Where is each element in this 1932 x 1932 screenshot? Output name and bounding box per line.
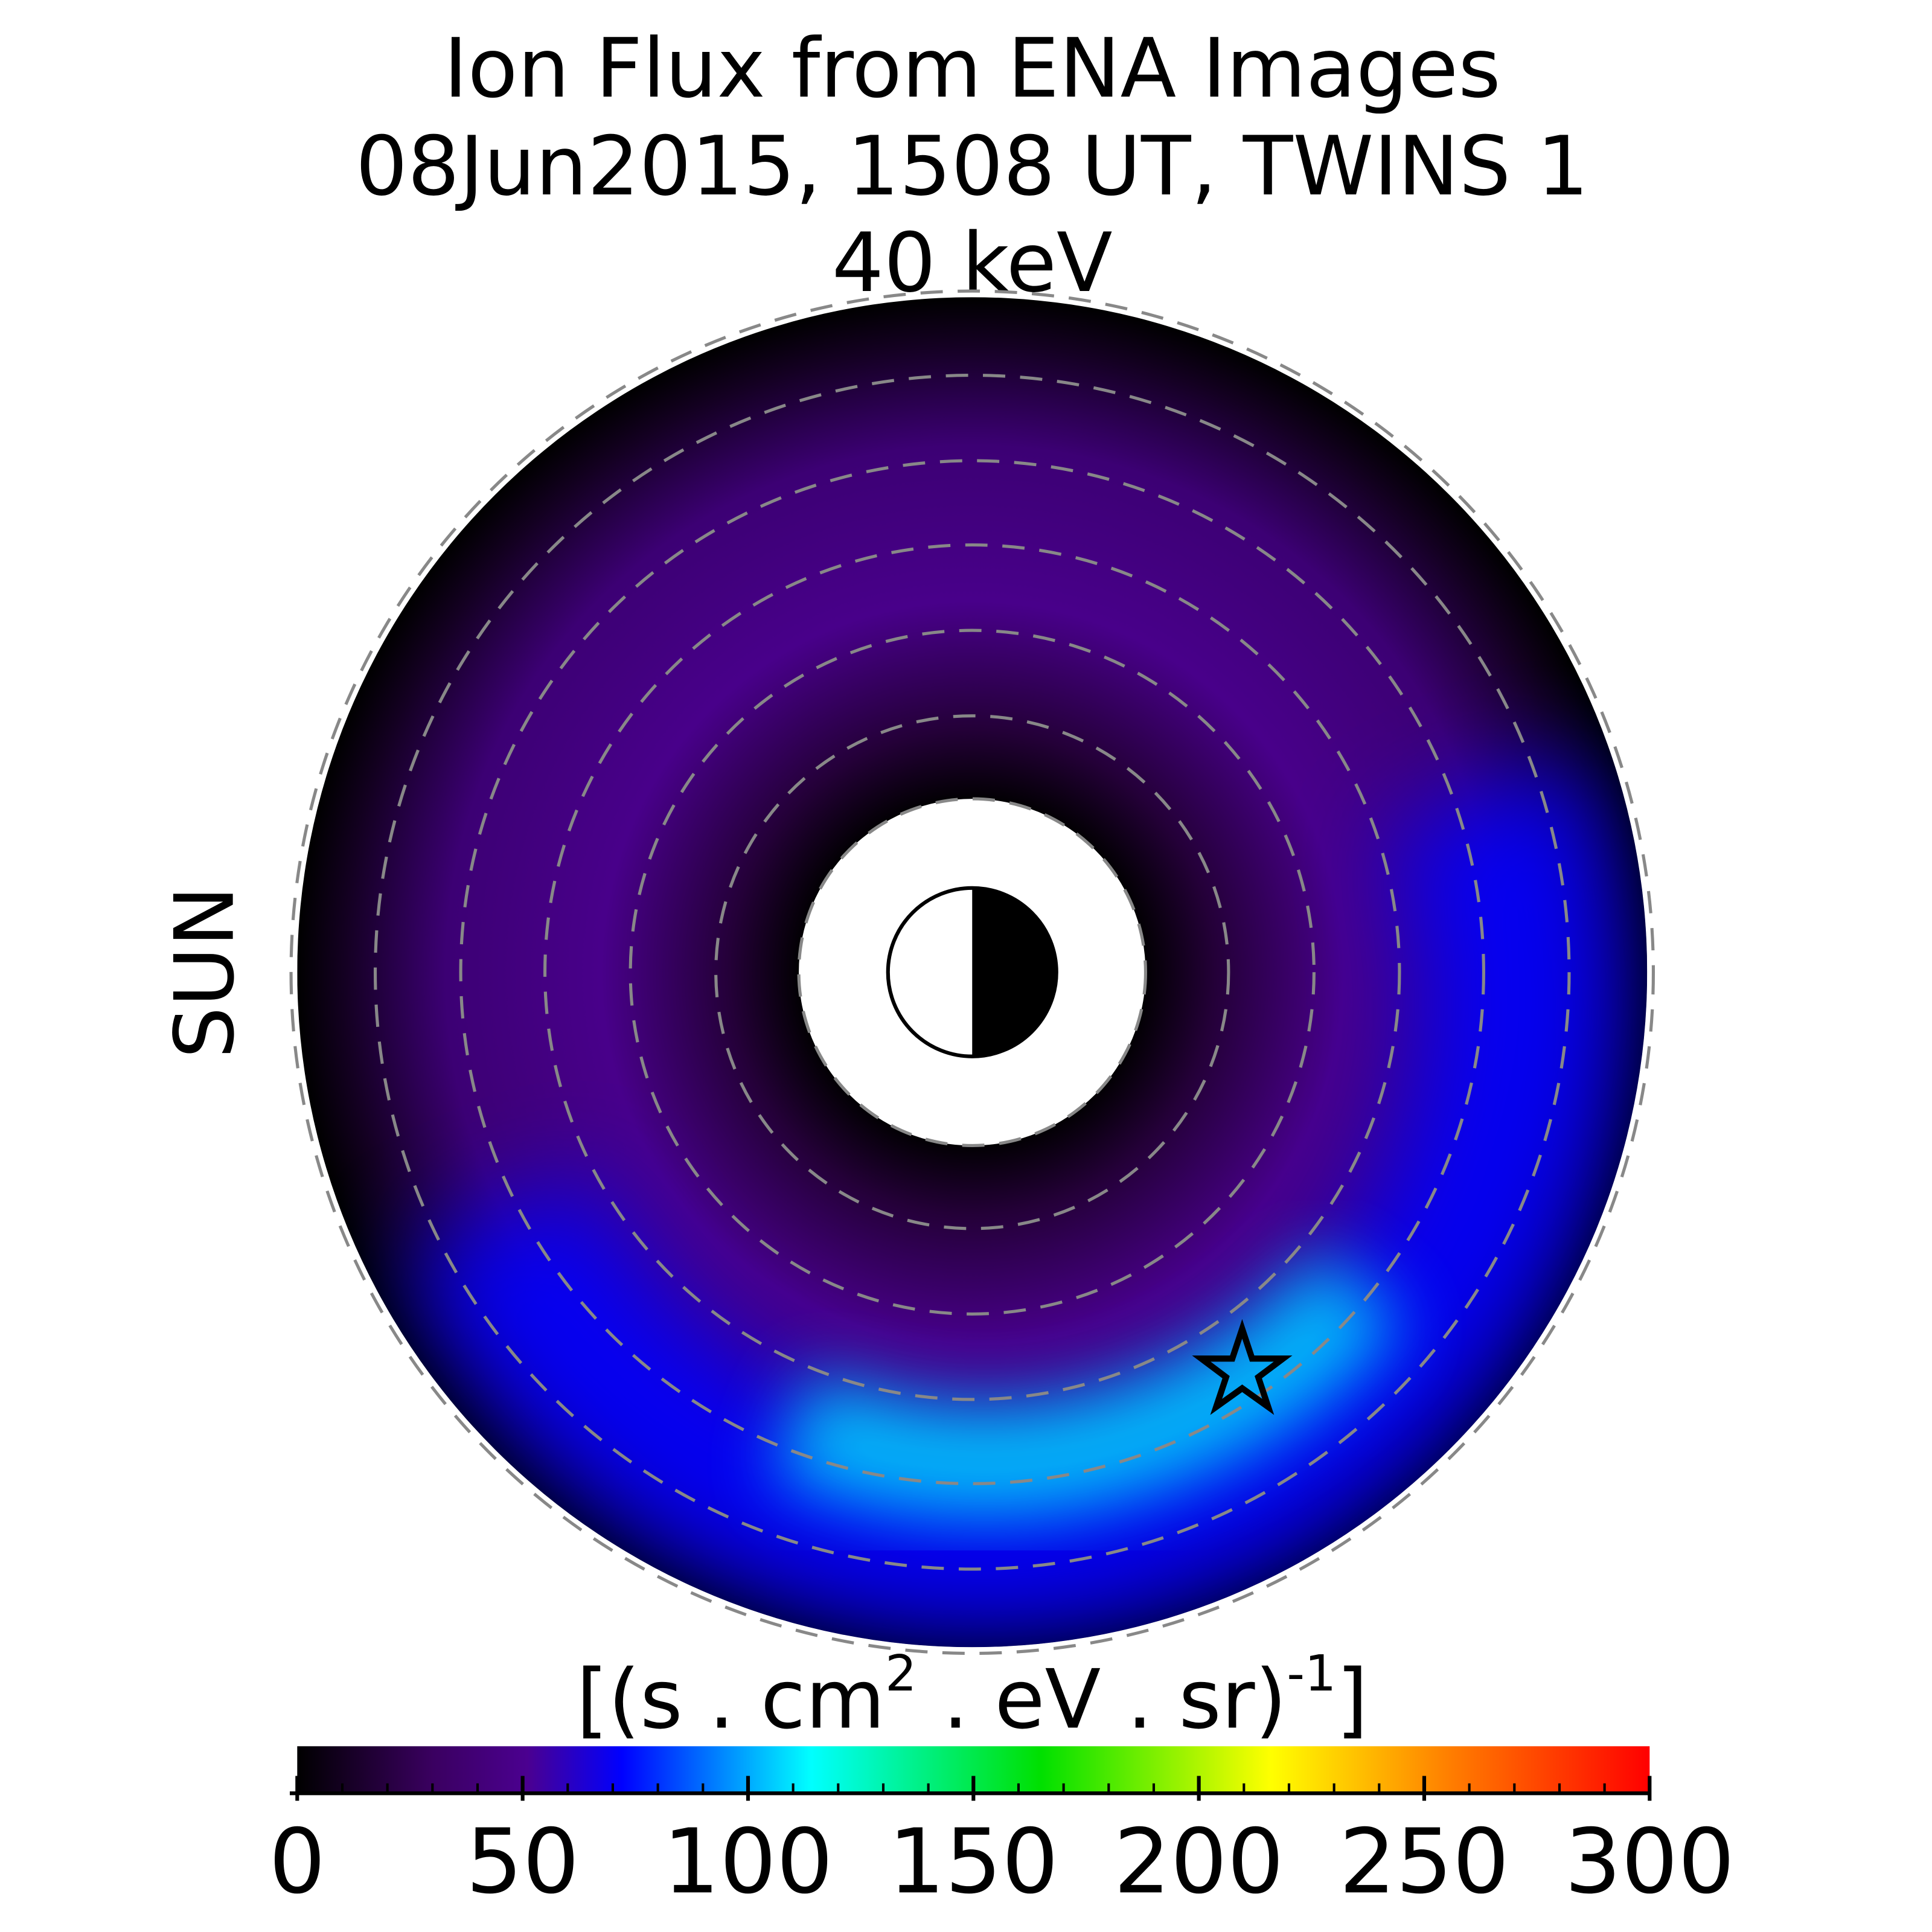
- flux-map: [297, 297, 1648, 1648]
- title-line: 40 keV: [832, 215, 1113, 310]
- title-line: Ion Flux from ENA Images: [444, 21, 1501, 116]
- satellite-star: [1192, 1319, 1293, 1415]
- flux-peak: [771, 1252, 1405, 1519]
- colorbar-tick-label: 100: [663, 1809, 833, 1913]
- colorbar-tick-label: 250: [1339, 1809, 1509, 1913]
- earth-day: [888, 888, 973, 1057]
- range-circle: [289, 289, 1655, 1655]
- range-circles: [289, 289, 1655, 1655]
- colorbar-tick-label: 50: [466, 1809, 580, 1913]
- colorbar-label-part: . eV . sr): [916, 1652, 1287, 1747]
- colorbar-tick-label: 200: [1114, 1809, 1284, 1913]
- colorbar-tick-label: 300: [1564, 1809, 1735, 1913]
- colorbar-ticks: 0 50 100 150 200 250 300: [269, 1776, 1735, 1913]
- range-circle: [629, 629, 1316, 1316]
- earth-night: [972, 888, 1057, 1057]
- range-circle: [714, 714, 1230, 1230]
- earth-outline: [886, 886, 1058, 1058]
- range-circle: [797, 797, 1147, 1147]
- colorbar-label-superscript: 2: [885, 1645, 916, 1703]
- colorbar-label-part: ]: [1336, 1652, 1368, 1747]
- flux-band: [398, 751, 1629, 1644]
- colorbar-tick-label: 0: [269, 1809, 325, 1913]
- colorbar-label-part: [(s . cm: [577, 1652, 886, 1747]
- earth: [886, 886, 1058, 1058]
- range-circle: [373, 373, 1571, 1571]
- range-circle: [459, 459, 1485, 1485]
- colorbar-label: [(s . cm2 . eV . sr)-1]: [577, 1645, 1368, 1747]
- sun-label: SUN: [157, 886, 252, 1058]
- title-line: 08Jun2015, 1508 UT, TWINS 1: [356, 118, 1589, 214]
- colorbar-label-superscript: -1: [1287, 1645, 1336, 1703]
- range-circle: [543, 543, 1401, 1401]
- title: Ion Flux from ENA Images 08Jun2015, 1508…: [356, 21, 1589, 310]
- colorbar-tick-label: 150: [888, 1809, 1058, 1913]
